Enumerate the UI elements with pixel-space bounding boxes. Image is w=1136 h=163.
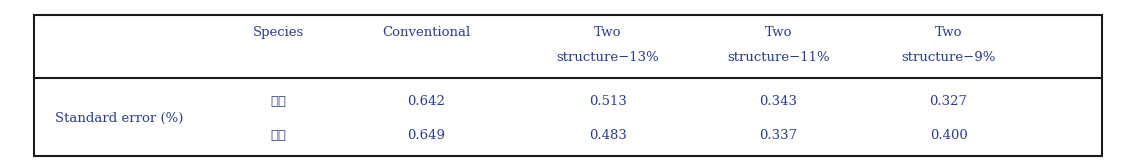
Text: 0.483: 0.483 [588, 129, 627, 142]
Text: 해품: 해품 [270, 129, 286, 142]
Text: 0.343: 0.343 [759, 95, 797, 108]
Text: Two: Two [594, 26, 621, 39]
Text: 대원: 대원 [270, 95, 286, 108]
Text: structure−11%: structure−11% [727, 51, 829, 64]
Text: 0.642: 0.642 [407, 95, 445, 108]
Text: 0.400: 0.400 [929, 129, 968, 142]
Text: structure−9%: structure−9% [901, 51, 996, 64]
Text: 0.513: 0.513 [588, 95, 627, 108]
Text: 0.337: 0.337 [759, 129, 797, 142]
Text: Conventional: Conventional [382, 26, 470, 39]
Text: 0.649: 0.649 [407, 129, 445, 142]
Text: Two: Two [935, 26, 962, 39]
Text: Two: Two [765, 26, 792, 39]
Text: Species: Species [252, 26, 304, 39]
Text: Standard error (%): Standard error (%) [55, 112, 184, 125]
Text: structure−13%: structure−13% [557, 51, 659, 64]
Bar [34, 15, 1102, 156]
Text: 0.327: 0.327 [929, 95, 968, 108]
